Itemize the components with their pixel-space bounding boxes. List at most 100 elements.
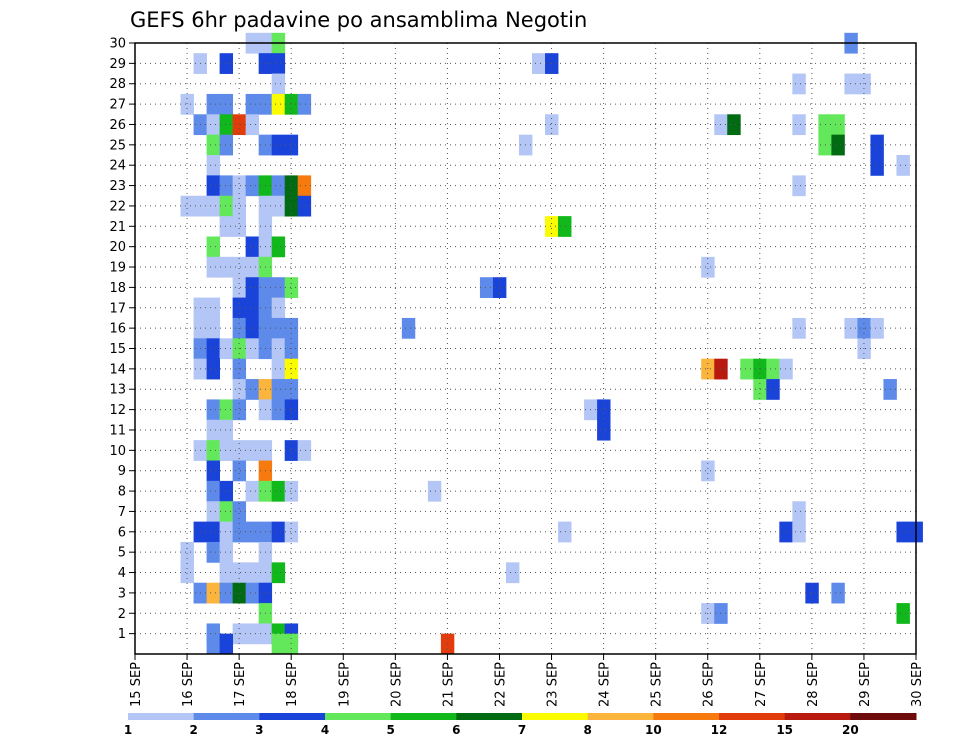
- heatmap-cell: [271, 236, 286, 258]
- y-tick-label: 8: [118, 485, 126, 500]
- heatmap-cell: [245, 440, 260, 461]
- heatmap-cell: [297, 195, 312, 217]
- heatmap-cell: [271, 297, 286, 319]
- heatmap-cell: [232, 175, 247, 197]
- x-tick-label: 24 SEP: [598, 662, 613, 707]
- heatmap-cell: [232, 256, 247, 278]
- heatmap-cell: [271, 399, 286, 421]
- heatmap-cell: [271, 277, 286, 298]
- heatmap-cell: [844, 317, 858, 339]
- x-tick-label: 30 SEP: [910, 662, 925, 707]
- heatmap-cell: [545, 114, 559, 136]
- colorbar-label: 1: [124, 723, 132, 737]
- x-tick-label: 28 SEP: [806, 662, 821, 707]
- heatmap-cell: [245, 277, 260, 298]
- y-tick-label: 2: [118, 607, 126, 622]
- heatmap-cell: [297, 93, 312, 115]
- heatmap-cell: [219, 521, 234, 543]
- heatmap-cell: [792, 501, 806, 523]
- heatmap-cell: [206, 114, 221, 136]
- heatmap-cell: [896, 603, 910, 624]
- heatmap-cell: [180, 93, 194, 115]
- heatmap-cell: [206, 358, 221, 380]
- heatmap-cell: [232, 501, 247, 523]
- heatmap-cell: [219, 216, 234, 237]
- heatmap-cell: [831, 134, 845, 156]
- heatmap-cell: [219, 562, 234, 584]
- heatmap-cell: [284, 277, 299, 298]
- heatmap-cell: [271, 175, 286, 197]
- colorbar-label: 7: [518, 723, 526, 737]
- heatmap-cell: [245, 521, 260, 543]
- heatmap-cell: [219, 501, 234, 523]
- heatmap-cell: [206, 419, 221, 441]
- colorbar-swatch: [653, 713, 720, 720]
- heatmap-cell: [401, 317, 416, 339]
- heatmap-cell: [271, 93, 286, 115]
- y-tick-label: 7: [118, 505, 126, 520]
- colorbar: 1 2 3 4 5 6 7 8 10 12 15 20: [124, 713, 917, 737]
- colorbar-label: 10: [645, 723, 662, 737]
- y-tick-label: 11: [109, 423, 126, 438]
- y-tick-label: 27: [109, 98, 126, 113]
- heatmap-cell: [297, 175, 312, 197]
- y-tick-label: 4: [118, 566, 126, 581]
- heatmap-cell: [180, 195, 194, 217]
- heatmap-cell: [232, 521, 247, 543]
- heatmap-cell: [284, 93, 299, 115]
- heatmap-cell: [701, 358, 715, 380]
- heatmap-cell: [779, 358, 793, 380]
- heatmap-cell: [792, 114, 806, 136]
- x-tick-label: 25 SEP: [650, 662, 665, 707]
- colorbar-label: 12: [711, 723, 728, 737]
- y-tick-label: 19: [109, 261, 126, 276]
- x-tick-label: 15 SEP: [129, 662, 144, 707]
- colorbar-swatch: [850, 713, 917, 720]
- heatmap-cell: [271, 338, 286, 360]
- colorbar-swatch: [325, 713, 392, 720]
- y-tick-label: 18: [109, 281, 126, 296]
- heatmap-cell: [245, 93, 260, 115]
- heatmap-cell: [206, 633, 221, 655]
- heatmap-cell: [245, 338, 260, 360]
- heatmap-cell: [505, 562, 520, 584]
- heatmap-cell: [284, 633, 299, 655]
- heatmap-cell: [479, 277, 494, 298]
- heatmap-cell: [545, 216, 559, 237]
- heatmap-cell: [766, 379, 780, 400]
- heatmap-cell: [219, 93, 234, 115]
- heatmap-cell: [792, 73, 806, 95]
- heatmap-cell: [766, 358, 780, 380]
- colorbar-label: 4: [321, 723, 329, 737]
- heatmap-cell: [792, 521, 806, 543]
- y-tick-label: 30: [109, 37, 126, 52]
- heatmap-cell: [206, 521, 221, 543]
- heatmap-cell: [245, 317, 260, 339]
- heatmap-cell: [232, 379, 247, 400]
- heatmap-cell: [180, 562, 194, 584]
- heatmap-cell: [870, 155, 884, 176]
- heatmap-cell: [284, 195, 299, 217]
- heatmap-cell: [206, 155, 221, 176]
- heatmap-cell: [284, 440, 299, 461]
- y-tick-label: 22: [109, 199, 126, 214]
- heatmap-cell: [870, 317, 884, 339]
- heatmap-cell: [271, 480, 286, 502]
- heatmap-cell: [492, 277, 507, 298]
- y-tick-label: 17: [109, 301, 126, 316]
- heatmap-cell: [271, 633, 286, 655]
- colorbar-label: 6: [452, 723, 460, 737]
- heatmap-cell: [206, 256, 221, 278]
- heatmap-cell: [232, 460, 247, 482]
- y-tick-label: 5: [118, 546, 126, 561]
- heatmap-cell: [180, 541, 194, 563]
- colorbar-label: 3: [255, 723, 263, 737]
- heatmap-cell: [558, 521, 572, 543]
- heatmap-cell: [779, 521, 793, 543]
- heatmap-cell: [271, 521, 286, 543]
- x-tick-label: 21 SEP: [441, 662, 456, 707]
- heatmap-cell: [219, 419, 234, 441]
- colorbar-label: 20: [842, 723, 859, 737]
- heatmap-cell: [284, 175, 299, 197]
